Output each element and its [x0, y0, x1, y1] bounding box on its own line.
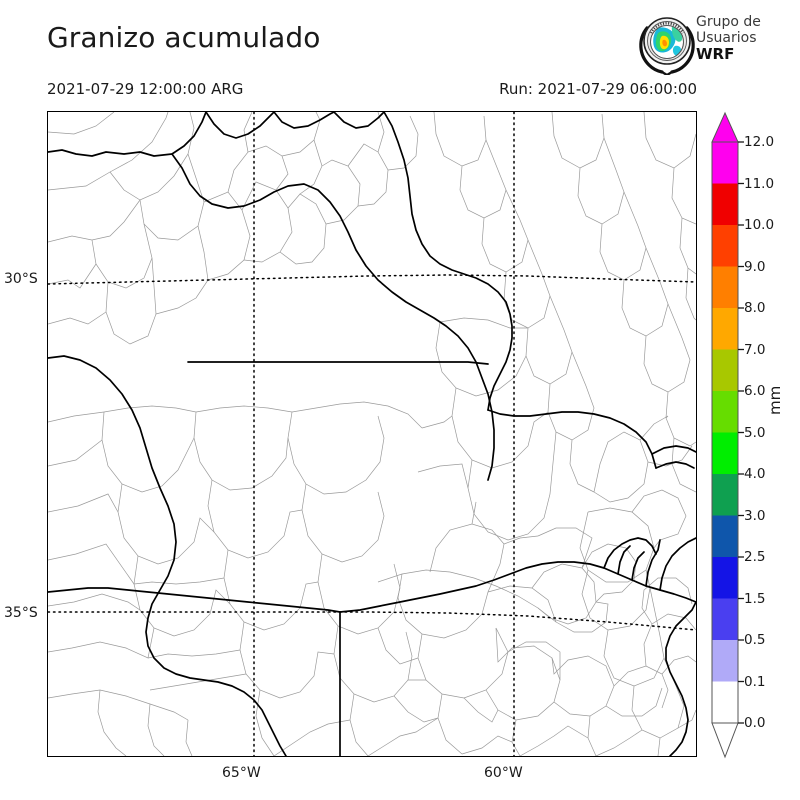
colorbar-tick-6-0: 6.0	[744, 383, 766, 399]
axis-label-lat-35s: 35°S	[4, 605, 38, 621]
colorbar-tick-4-0: 4.0	[744, 466, 766, 482]
department-boundaries	[48, 112, 696, 756]
province-boundaries	[48, 112, 696, 756]
page-title: Granizo acumulado	[47, 21, 321, 54]
colorbar-tick-7-0: 7.0	[744, 341, 766, 358]
colorbar[interactable]	[706, 111, 746, 761]
colorbar-tick-labels: 12.0 11.0 10.0 9.0 8.0 7.0 6.0 5.0 4.0 3…	[744, 111, 794, 761]
map-vector-layer	[48, 112, 696, 756]
brand-logo: Grupo de Usuarios WRF	[638, 13, 793, 77]
colorbar-tick-2-5: 2.5	[744, 549, 766, 565]
colorbar-tick-0-1: 0.1	[744, 673, 766, 690]
colorbar-tick-1-5: 1.5	[744, 590, 766, 607]
colorbar-tick-5-0: 5.0	[744, 424, 766, 441]
colorbar-tick-0-5: 0.5	[744, 632, 766, 648]
colorbar-tick-11-0: 11.0	[744, 175, 775, 192]
axis-label-lat-30s: 30°S	[4, 271, 38, 287]
brand-logo-text: Grupo de Usuarios WRF	[696, 14, 761, 62]
logo-line-2: Usuarios	[696, 30, 757, 46]
colorbar-tick-10-0: 10.0	[744, 217, 775, 233]
colorbar-tick-9-0: 9.0	[744, 258, 766, 275]
axis-label-lon-60w: 60°W	[484, 765, 523, 781]
axis-label-lon-65w: 65°W	[222, 765, 261, 781]
map-plot-area[interactable]	[47, 111, 697, 757]
colorbar-tick-12-0: 12.0	[744, 134, 775, 150]
run-time-label: Run: 2021-07-29 06:00:00	[499, 80, 697, 98]
wrf-globe-emblem-icon	[638, 13, 696, 77]
logo-line-3: WRF	[696, 45, 735, 63]
colorbar-tick-8-0: 8.0	[744, 300, 766, 316]
colorbar-tick-0-0: 0.0	[744, 715, 766, 731]
colorbar-tick-3-0: 3.0	[744, 507, 766, 524]
valid-time-label: 2021-07-29 12:00:00 ARG	[47, 80, 244, 98]
logo-line-1: Grupo de	[696, 14, 761, 30]
colorbar-unit-label: mm	[766, 385, 784, 415]
colorbar-gradient	[711, 111, 744, 759]
graticule-lines	[48, 112, 696, 756]
